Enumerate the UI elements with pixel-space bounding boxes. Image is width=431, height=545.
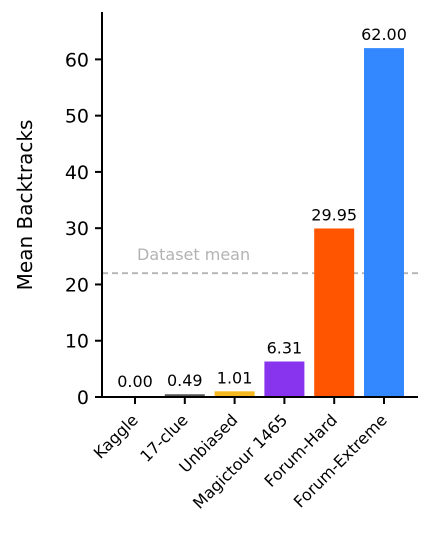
bar-forum-hard [314, 228, 355, 397]
bars-layer [164, 48, 404, 397]
bar-unbiased [214, 391, 255, 397]
bar-value-label: 0.49 [167, 371, 203, 390]
y-tick-label: 30 [65, 218, 89, 240]
bar-forum-extreme [364, 48, 404, 397]
axes-layer [101, 12, 418, 398]
bar-value-label: 1.01 [217, 368, 253, 387]
bar-value-label: 6.31 [267, 338, 303, 357]
y-axis-label: Mean Backtracks [13, 120, 37, 291]
y-tick-label: 0 [77, 387, 89, 409]
y-tick-label: 10 [65, 331, 89, 353]
bar-magictour-1465 [264, 361, 305, 397]
reference-line-label: Dataset mean [137, 245, 250, 264]
y-tick-label: 60 [65, 49, 89, 71]
y-tick-label: 50 [65, 106, 89, 128]
y-tick-label: 40 [65, 162, 89, 184]
x-tick-label: Kaggle [90, 410, 142, 462]
bar-value-label: 0.00 [117, 372, 153, 391]
y-tick-label: 20 [65, 274, 89, 296]
y-ticks-layer: 0 10 20 30 40 50 60 [65, 49, 102, 409]
bar-17-clue [164, 394, 205, 397]
value-labels-layer: 0.00 0.49 1.01 6.31 29.95 62.00 [117, 25, 407, 391]
x-tick-label: Forum-Extreme [290, 410, 391, 511]
bar-value-label: 62.00 [361, 25, 407, 44]
bar-value-label: 29.95 [311, 205, 357, 224]
